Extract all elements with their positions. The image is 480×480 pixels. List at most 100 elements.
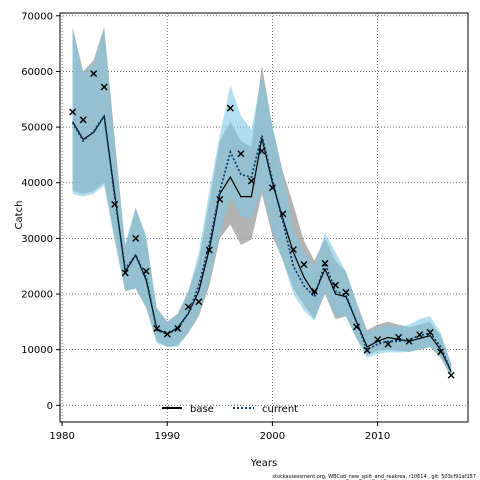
y-tick-label: 10000: [21, 345, 53, 356]
observed-point-stroke: [184, 303, 192, 311]
observed-point: [258, 147, 266, 155]
x-tick-label: 2000: [260, 431, 285, 442]
observed-point: [163, 330, 171, 338]
observed-point-stroke: [237, 150, 245, 158]
x-tick-label: 2010: [365, 431, 390, 442]
observed-point-stroke: [226, 104, 234, 112]
observed-point-stroke: [258, 147, 266, 155]
observed-point: [374, 336, 382, 344]
current-confidence-band: [72, 29, 452, 378]
observed-point: [437, 348, 445, 356]
y-axis-title: Catch: [14, 201, 25, 230]
observed-point-stroke: [437, 348, 445, 356]
current-series-line: [71, 113, 453, 373]
observed-point: [237, 150, 245, 158]
observed-point-stroke: [363, 346, 371, 354]
observed-point-stroke: [353, 323, 361, 331]
observed-point-stroke: [416, 331, 424, 339]
y-tick-label: 0: [47, 401, 53, 412]
observed-point: [426, 328, 434, 336]
y-tick-label: 70000: [21, 11, 53, 22]
observed-point-stroke: [310, 287, 318, 295]
x-axis-title: Years: [250, 458, 277, 469]
observed-point: [300, 261, 308, 269]
y-tick-label: 20000: [21, 290, 53, 301]
y-tick-label: 30000: [21, 234, 53, 245]
observed-point: [384, 340, 392, 348]
observed-point-stroke: [374, 336, 382, 344]
observed-point-stroke: [111, 200, 119, 208]
observed-point: [416, 331, 424, 339]
observed-markers: [69, 70, 455, 379]
observed-point-stroke: [342, 288, 350, 296]
observed-point: [395, 333, 403, 341]
y-tick-label: 60000: [21, 67, 53, 78]
observed-point: [79, 116, 87, 124]
plot-frame: [59, 12, 469, 423]
observed-point-stroke: [195, 298, 203, 306]
y-tick-label: 50000: [21, 123, 53, 134]
observed-point-stroke: [268, 184, 276, 192]
observed-point-stroke: [132, 234, 140, 242]
observed-point: [247, 177, 255, 185]
observed-point-stroke: [300, 261, 308, 269]
observed-point: [205, 246, 213, 254]
legend-base-label: base: [190, 404, 214, 415]
legend-current-label: current: [262, 404, 298, 415]
observed-point: [153, 325, 161, 333]
observed-point-stroke: [332, 281, 340, 289]
observed-point: [353, 323, 361, 331]
observed-point: [69, 108, 77, 116]
axes: 0 10000 20000 30000 40000 50000 60000 70000 1980…: [21, 11, 390, 442]
observed-point: [121, 269, 129, 277]
observed-point-stroke: [142, 267, 150, 275]
observed-point-stroke: [321, 259, 329, 267]
x-tick-label: 1990: [155, 431, 180, 442]
observed-point-stroke: [405, 337, 413, 345]
observed-point: [111, 200, 119, 208]
observed-point-stroke: [216, 195, 224, 203]
observed-point-stroke: [69, 108, 77, 116]
observed-point-stroke: [279, 210, 287, 218]
observed-point: [332, 281, 340, 289]
observed-point-stroke: [384, 340, 392, 348]
observed-point: [132, 234, 140, 242]
observed-point: [100, 83, 108, 91]
observed-point: [184, 303, 192, 311]
observed-point-stroke: [289, 246, 297, 253]
y-tick-label: 40000: [21, 178, 53, 189]
observed-point-stroke: [90, 70, 98, 78]
observed-point: [447, 371, 455, 379]
observed-point: [321, 259, 329, 267]
observed-point-stroke: [100, 83, 108, 91]
observed-point-stroke: [447, 371, 455, 379]
legend: base current: [162, 404, 298, 415]
observed-point-stroke: [247, 177, 255, 185]
series-lines: [71, 113, 453, 373]
observed-point: [363, 346, 371, 354]
observed-point: [90, 70, 98, 78]
observed-point: [174, 325, 182, 333]
observed-point-stroke: [121, 269, 129, 277]
observed-point: [279, 210, 287, 218]
observed-point: [195, 298, 203, 306]
observed-point: [405, 337, 413, 345]
observed-point-stroke: [205, 246, 213, 254]
observed-point: [289, 246, 297, 253]
observed-point: [310, 287, 318, 295]
observed-point-stroke: [395, 333, 403, 341]
x-tick-label: 1980: [49, 431, 74, 442]
observed-point: [268, 184, 276, 192]
observed-point-stroke: [79, 116, 87, 124]
observed-point: [226, 104, 234, 112]
observed-point-stroke: [174, 325, 182, 333]
observed-point-stroke: [153, 325, 161, 333]
observed-point-stroke: [426, 328, 434, 336]
footer-credit: stockassessment.org, WBCod_new_split_and…: [272, 474, 476, 480]
confidence-bands: [72, 26, 452, 378]
observed-point: [342, 288, 350, 296]
observed-point: [216, 195, 224, 203]
observed-point-stroke: [163, 330, 171, 338]
observed-point: [142, 267, 150, 275]
